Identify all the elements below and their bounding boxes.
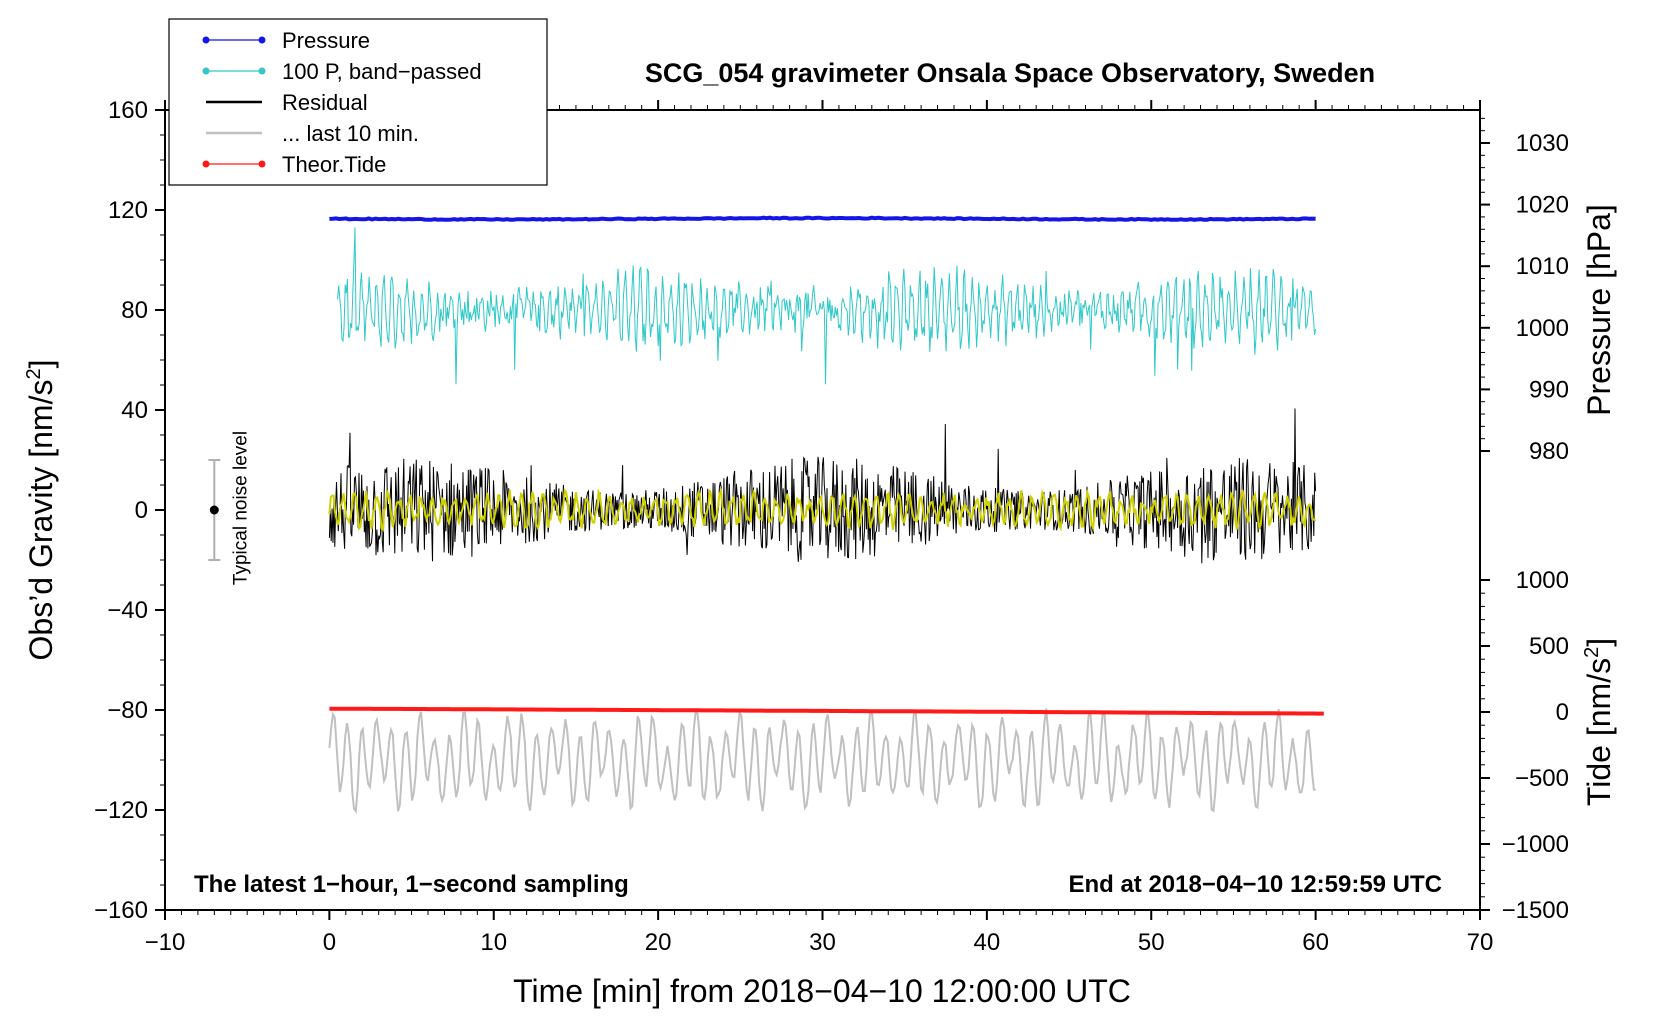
series-band-passed-pressure <box>337 227 1317 385</box>
tide-tick-label: 500 <box>1529 633 1569 660</box>
annotation-sampling: The latest 1−hour, 1−second sampling <box>194 871 629 898</box>
y-axis-left-title: Obs’d Gravity [nm/s2] <box>23 360 59 661</box>
legend-label: Pressure <box>282 28 370 53</box>
legend-marker-left <box>202 67 210 75</box>
series-pressure <box>329 215 1316 222</box>
y-left-tick-label: −160 <box>94 897 148 924</box>
legend-marker-left <box>202 36 210 44</box>
series-layer <box>328 215 1324 814</box>
series-residual-filtered <box>328 487 1317 533</box>
y-axis-pressure-title: Pressure [hPa] <box>1581 204 1617 416</box>
pressure-tick-label: 980 <box>1529 438 1569 465</box>
x-tick-label: −10 <box>145 929 186 956</box>
x-tick-label: 30 <box>809 929 836 956</box>
legend-marker-right <box>258 36 266 44</box>
y-left-tick-label: 40 <box>121 397 148 424</box>
pressure-tick-label: 1010 <box>1516 253 1569 280</box>
x-tick-label: 40 <box>974 929 1001 956</box>
legend-label: ... last 10 min. <box>282 121 419 146</box>
series-theor-tide <box>329 706 1324 716</box>
tide-tick-label: −1500 <box>1502 897 1569 924</box>
tide-tick-label: −500 <box>1515 765 1569 792</box>
legend-item: ... last 10 min. <box>206 121 419 146</box>
noise-level-indicator: Typical noise level <box>208 431 251 585</box>
y-left-tick-label: −120 <box>94 797 148 824</box>
y-left-tick-label: 160 <box>108 97 148 124</box>
legend-item: Residual <box>206 90 368 115</box>
pressure-tick-label: 1020 <box>1516 192 1569 219</box>
tide-tick-label: 1000 <box>1516 567 1569 594</box>
noise-level-dot <box>209 505 219 515</box>
legend-marker-left <box>202 160 210 168</box>
pressure-tick-label: 990 <box>1529 376 1569 403</box>
x-tick-label: 20 <box>645 929 672 956</box>
legend-item: Pressure <box>202 28 370 53</box>
y-left-tick-label: −40 <box>107 597 148 624</box>
y-left-tick-label: 120 <box>108 197 148 224</box>
axis-ticks: −10 0 10 20 30 40 50 60 7016012080400−40−80−120−… <box>94 97 1569 956</box>
legend: Pressure 100 P, band−passed Residual ... la… <box>168 18 548 186</box>
legend-marker-right <box>258 67 266 75</box>
annotation-end-time: End at 2018−04−10 12:59:59 UTC <box>1068 871 1442 898</box>
x-tick-label: 60 <box>1302 929 1329 956</box>
y-axis-tide-title: Tide [nm/s2] <box>1581 638 1617 806</box>
noise-level-label: Typical noise level <box>230 431 251 585</box>
y-left-tick-label: −80 <box>107 697 148 724</box>
tide-tick-label: −1000 <box>1502 831 1569 858</box>
pressure-tick-label: 1030 <box>1516 130 1569 157</box>
legend-label: Theor.Tide <box>282 152 386 177</box>
series-residual <box>328 408 1317 564</box>
chart-title: SCG_054 gravimeter Onsala Space Observat… <box>645 58 1375 88</box>
legend-item: 100 P, band−passed <box>202 59 482 84</box>
legend-label: 100 P, band−passed <box>282 59 482 84</box>
x-tick-label: 10 <box>480 929 507 956</box>
legend-item: Theor.Tide <box>202 152 386 177</box>
series-last-10-min <box>328 708 1316 814</box>
x-tick-label: 0 <box>323 929 336 956</box>
x-tick-label: 50 <box>1138 929 1165 956</box>
y-left-tick-label: 80 <box>121 297 148 324</box>
x-tick-label: 70 <box>1467 929 1494 956</box>
x-axis-title: Time [min] from 2018−04−10 12:00:00 UTC <box>513 973 1131 1009</box>
legend-label: Residual <box>282 90 368 115</box>
legend-marker-right <box>258 160 266 168</box>
tide-tick-label: 0 <box>1556 699 1569 726</box>
pressure-tick-label: 1000 <box>1516 315 1569 342</box>
y-left-tick-label: 0 <box>135 497 148 524</box>
